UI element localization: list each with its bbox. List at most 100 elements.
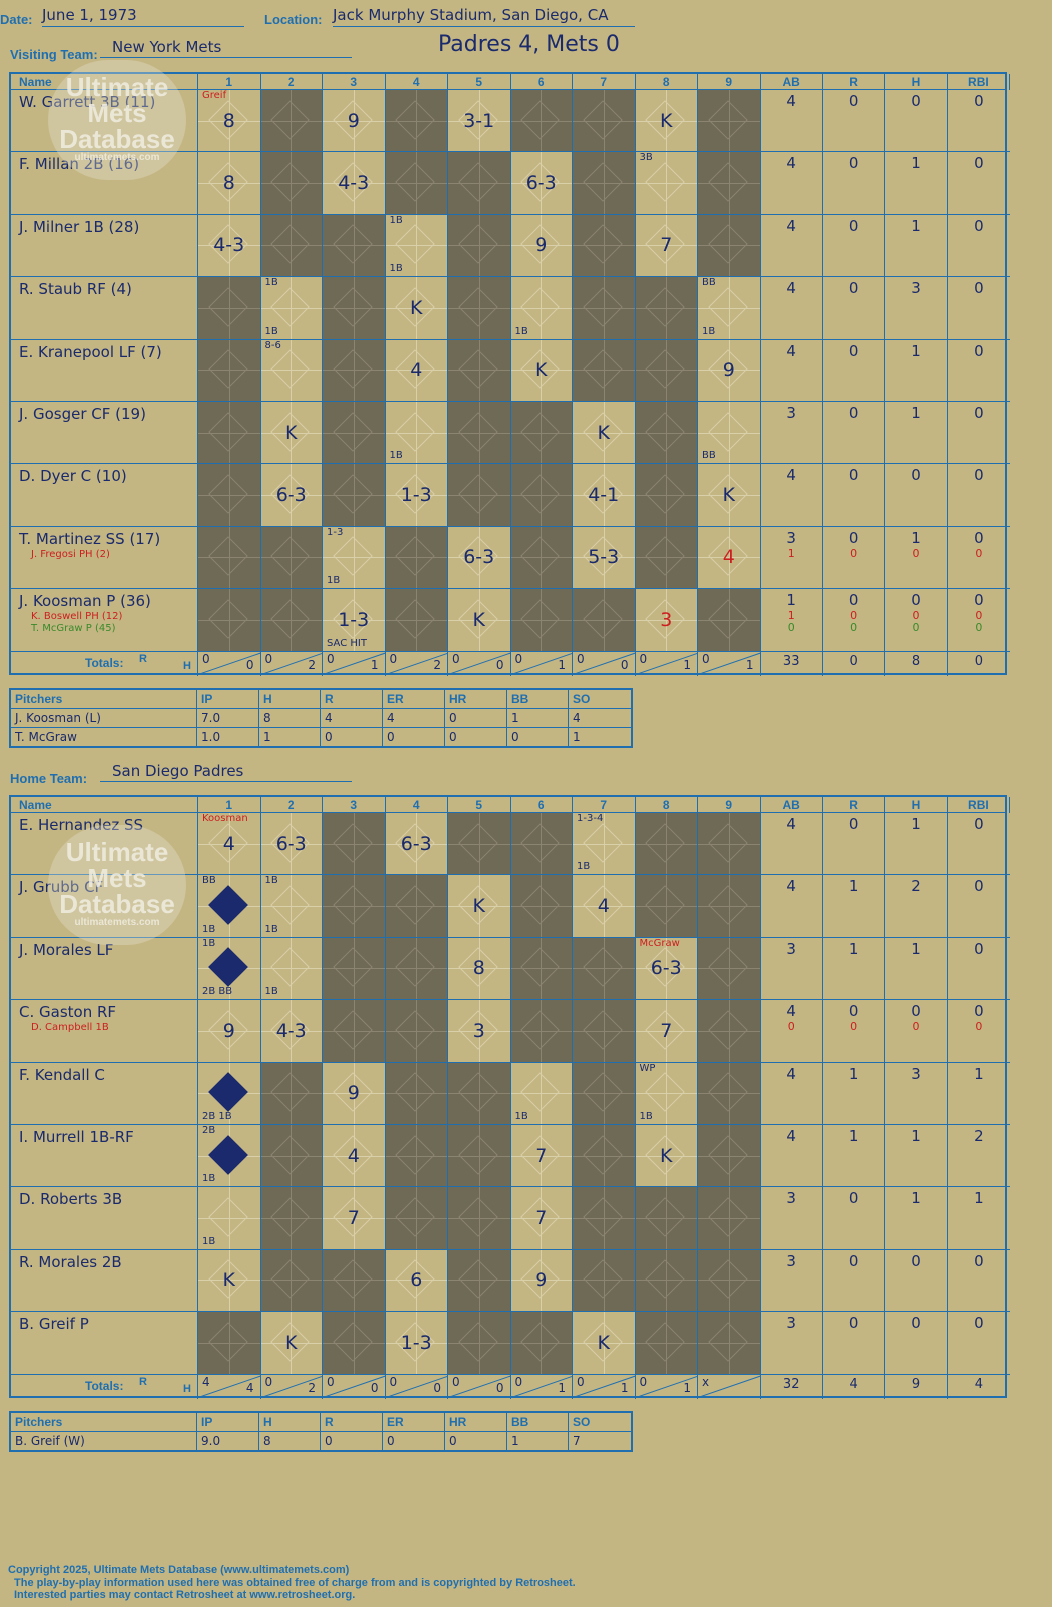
stat-cell-ab: 4 bbox=[760, 152, 823, 215]
play-result: 9 bbox=[347, 1082, 360, 1105]
at-bat-cell bbox=[385, 152, 448, 215]
basepath-horizontal bbox=[448, 1280, 510, 1282]
at-bat-cell: 1B bbox=[510, 1062, 573, 1125]
inning-hits: 0 bbox=[433, 1380, 441, 1395]
basepath-horizontal bbox=[448, 1093, 510, 1095]
at-bat-cell bbox=[635, 1187, 698, 1250]
at-bat-cell: 1B 1B bbox=[385, 214, 448, 278]
inning-header-6: 6 bbox=[511, 797, 573, 813]
game-total-value: 0 bbox=[974, 653, 984, 669]
basepath-horizontal bbox=[448, 619, 510, 621]
base-diamond bbox=[707, 885, 748, 925]
basepath-horizontal bbox=[573, 370, 635, 372]
basepath-horizontal bbox=[573, 843, 635, 845]
stat-value: 1 bbox=[974, 1064, 984, 1083]
at-bat-cell: 6-3 bbox=[385, 813, 448, 876]
play-result: K bbox=[472, 608, 485, 631]
stat-value: 1 bbox=[848, 1064, 859, 1083]
stat-cell-r: 0 bbox=[822, 277, 886, 340]
at-bat-cell: 2B 1B bbox=[198, 1125, 261, 1188]
stat-value: 3 bbox=[786, 1251, 796, 1270]
basepath-horizontal bbox=[323, 1218, 385, 1220]
at-bat-cell: 1B bbox=[385, 402, 448, 465]
base-diamond bbox=[707, 822, 748, 863]
basepath-horizontal bbox=[448, 495, 510, 497]
at-bat-cell: 1-3 1B bbox=[323, 526, 386, 590]
basepath-horizontal bbox=[323, 619, 385, 621]
stat-value: 4 bbox=[786, 154, 796, 173]
inning-hits: 1 bbox=[683, 657, 691, 672]
stat-cell-rbi: 0 bbox=[947, 402, 1011, 465]
base-diamond bbox=[707, 1134, 748, 1175]
basepath-horizontal bbox=[448, 843, 510, 845]
play-note: 3B bbox=[639, 152, 653, 164]
base-diamond bbox=[332, 411, 373, 452]
play-result: 3-1 bbox=[463, 109, 495, 132]
play-result: 4-3 bbox=[275, 1019, 307, 1042]
play-note-bottom: 1B bbox=[514, 1110, 528, 1122]
copyright-line: Copyright 2025, Ultimate Mets Database (… bbox=[8, 1564, 350, 1576]
stat-cell-ab: 4 bbox=[760, 1125, 823, 1188]
base-diamond bbox=[332, 947, 373, 988]
base-diamond bbox=[457, 1259, 498, 1300]
game-result: Padres 4, Mets 0 bbox=[438, 32, 620, 57]
inning-hits: 1 bbox=[558, 657, 566, 672]
at-bat-cell bbox=[323, 464, 386, 527]
basepath-horizontal bbox=[260, 1280, 322, 1282]
substitute-name: D. Campbell 1B bbox=[31, 1022, 109, 1034]
base-diamond bbox=[520, 822, 561, 863]
stat-value: 0 bbox=[974, 404, 984, 422]
at-bat-cell: BB 1B bbox=[698, 277, 761, 340]
at-bat-cell bbox=[573, 1125, 636, 1188]
at-bat-cell: 1B bbox=[260, 937, 323, 1001]
stat-header-h: H bbox=[885, 797, 948, 813]
base-diamond bbox=[395, 1197, 436, 1237]
at-bat-cell bbox=[698, 1062, 761, 1125]
pitcher-so: 1 bbox=[573, 730, 581, 744]
stat-cell-ab: 4 bbox=[760, 339, 823, 402]
play-result: 3 bbox=[472, 1019, 485, 1042]
play-note-bottom: 1B bbox=[639, 1110, 653, 1122]
at-bat-cell bbox=[448, 1187, 511, 1250]
play-result: 4-3 bbox=[213, 234, 245, 257]
stat-cell-h: 1 bbox=[885, 813, 948, 876]
at-bat-cell: 1B bbox=[198, 1187, 261, 1250]
at-bat-cell: 4-3 bbox=[260, 1000, 323, 1063]
stat-cell-r: 0 bbox=[822, 402, 886, 465]
run-scored-diamond bbox=[207, 885, 248, 925]
at-bat-cell bbox=[510, 1000, 573, 1063]
basepath-horizontal bbox=[573, 1030, 635, 1032]
basepath-horizontal bbox=[635, 1342, 697, 1344]
at-bat-cell bbox=[635, 402, 698, 465]
at-bat-cell bbox=[198, 589, 261, 652]
pitcher-row: T. McGraw 1.0 1 0 0 0 0 1 bbox=[11, 728, 631, 747]
stat-cell-ab: 4 bbox=[760, 813, 823, 876]
stat-cell-h: 0 bbox=[885, 1249, 948, 1313]
base-diamond bbox=[270, 1259, 311, 1300]
game-total-value: 32 bbox=[782, 1376, 800, 1392]
sub-stat-value: 0 bbox=[787, 1020, 795, 1034]
stat-value: 0 bbox=[848, 1189, 859, 1208]
at-bat-cell bbox=[260, 214, 323, 278]
base-diamond bbox=[582, 1010, 623, 1050]
date-value: June 1, 1973 bbox=[42, 6, 244, 27]
play-result: 4 bbox=[347, 1144, 360, 1167]
stat-value: 0 bbox=[848, 1314, 859, 1333]
inning-header-1: 1 bbox=[198, 74, 261, 90]
at-bat-cell: 7 bbox=[510, 1125, 573, 1188]
pitcher-col-header: BB bbox=[507, 690, 569, 708]
game-total-h: 9 bbox=[885, 1374, 948, 1399]
base-diamond bbox=[520, 1010, 561, 1050]
at-bat-cell: 4-3 bbox=[323, 152, 386, 215]
pitcher-col-header: HR bbox=[445, 690, 507, 708]
basepath-horizontal bbox=[448, 245, 510, 247]
basepath-horizontal bbox=[448, 557, 510, 559]
stat-value: 0 bbox=[848, 341, 859, 360]
basepath-horizontal bbox=[385, 495, 447, 497]
play-result: 6-3 bbox=[525, 172, 557, 195]
